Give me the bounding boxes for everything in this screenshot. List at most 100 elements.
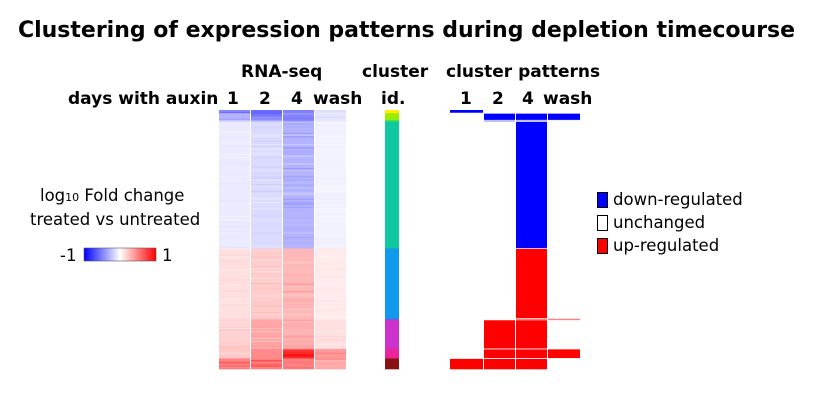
heatmap-row bbox=[251, 248, 282, 250]
heatmap-row bbox=[219, 121, 250, 123]
heatmap-row bbox=[219, 224, 250, 226]
heatmap-row bbox=[219, 176, 250, 178]
heatmap-row bbox=[251, 171, 282, 173]
heatmap-row bbox=[315, 144, 346, 146]
heatmap-row bbox=[315, 126, 346, 128]
heatmap-row bbox=[283, 345, 314, 347]
heatmap-row bbox=[251, 201, 282, 204]
heatmap-row bbox=[283, 137, 314, 139]
heatmap-row bbox=[251, 245, 282, 247]
heatmap-row bbox=[283, 129, 314, 131]
heatmap-row bbox=[283, 313, 314, 315]
heatmap-row bbox=[251, 318, 282, 320]
heatmap-row bbox=[251, 342, 282, 344]
heatmap-row bbox=[283, 134, 314, 136]
heatmap-cell bbox=[283, 113, 314, 121]
heatmap-row bbox=[315, 148, 346, 151]
colorbar-label-line1: log10 Fold change bbox=[40, 186, 185, 205]
heatmap-row bbox=[219, 173, 250, 175]
heatmap-row bbox=[315, 238, 346, 240]
heatmap-row bbox=[219, 360, 250, 362]
heatmap-row bbox=[315, 305, 346, 307]
heatmap-row bbox=[315, 166, 346, 168]
heatmap-row bbox=[219, 352, 250, 355]
heatmap-row bbox=[251, 214, 282, 216]
heatmap bbox=[219, 110, 346, 370]
heatmap-row bbox=[315, 121, 346, 123]
heatmap-row bbox=[219, 190, 250, 192]
heatmap-row bbox=[283, 156, 314, 159]
heatmap-row bbox=[219, 269, 250, 271]
cluster-id-segment bbox=[385, 248, 399, 319]
heatmap-row bbox=[283, 308, 314, 310]
heatmap-row bbox=[315, 222, 346, 224]
heatmap-cell bbox=[283, 358, 314, 370]
heatmap-row bbox=[219, 179, 250, 181]
heatmap-row bbox=[315, 316, 346, 319]
heatmap-row bbox=[219, 226, 250, 228]
heatmap-row bbox=[283, 121, 314, 123]
rnaseq-col-2: 2 bbox=[259, 89, 271, 109]
heatmap-row bbox=[219, 324, 250, 326]
pattern-cell-up bbox=[516, 318, 547, 321]
heatmap-row bbox=[251, 190, 282, 192]
heatmap-row bbox=[315, 131, 346, 133]
heatmap-row bbox=[283, 271, 314, 273]
heatmap-row bbox=[219, 297, 250, 299]
heatmap-row bbox=[315, 208, 346, 210]
heatmap-row bbox=[315, 242, 346, 244]
heatmap-row bbox=[283, 242, 314, 244]
heatmap-row bbox=[251, 128, 282, 130]
heatmap-row bbox=[219, 205, 250, 207]
heatmap-row bbox=[315, 224, 346, 226]
heatmap-row bbox=[219, 163, 250, 165]
heatmap-row bbox=[219, 144, 250, 146]
heatmap-row bbox=[315, 303, 346, 306]
heatmap-row bbox=[219, 290, 250, 292]
legend-swatch bbox=[597, 238, 608, 254]
heatmap-row bbox=[251, 295, 282, 297]
heatmap-row bbox=[283, 132, 314, 134]
heatmap-row bbox=[315, 192, 346, 194]
cluster-patterns-label: cluster patterns bbox=[446, 62, 601, 82]
heatmap-row bbox=[315, 327, 346, 330]
heatmap-cell bbox=[315, 358, 346, 370]
heatmap-row bbox=[219, 118, 250, 120]
heatmap-row bbox=[283, 227, 314, 229]
heatmap-row bbox=[315, 360, 346, 362]
colorbar-label-line2: treated vs untreated bbox=[30, 210, 201, 229]
heatmap-row bbox=[283, 179, 314, 181]
heatmap-row bbox=[315, 268, 346, 270]
pattern-cell-up bbox=[450, 358, 483, 370]
heatmap-row bbox=[283, 274, 314, 276]
heatmap-row bbox=[219, 326, 250, 328]
heatmap-row bbox=[251, 114, 282, 117]
heatmap-row bbox=[283, 226, 314, 228]
pattern-cell-down bbox=[484, 113, 515, 121]
heatmap-row bbox=[283, 237, 314, 239]
heatmap-cell bbox=[251, 348, 282, 359]
heatmap-row bbox=[251, 313, 282, 315]
heatmap-row bbox=[315, 329, 346, 331]
heatmap-row bbox=[251, 126, 282, 128]
heatmap-row bbox=[283, 136, 314, 138]
heatmap-row bbox=[283, 298, 314, 301]
heatmap-row bbox=[251, 197, 282, 199]
heatmap-cell bbox=[283, 319, 314, 350]
heatmap-row bbox=[283, 169, 314, 171]
figure-title: Clustering of expression patterns during… bbox=[17, 18, 796, 43]
heatmap-cell bbox=[283, 318, 314, 321]
heatmap-row bbox=[315, 156, 346, 159]
heatmap-cell bbox=[315, 318, 346, 321]
heatmap-row bbox=[283, 261, 314, 263]
heatmap-row bbox=[315, 334, 346, 336]
heatmap-row bbox=[283, 229, 314, 231]
heatmap-cell bbox=[283, 348, 314, 359]
heatmap-row bbox=[219, 177, 250, 179]
heatmap-row bbox=[219, 219, 250, 221]
heatmap-row bbox=[315, 281, 346, 283]
heatmap-row bbox=[283, 144, 314, 146]
heatmap-row bbox=[219, 255, 250, 257]
heatmap-row bbox=[283, 219, 314, 221]
